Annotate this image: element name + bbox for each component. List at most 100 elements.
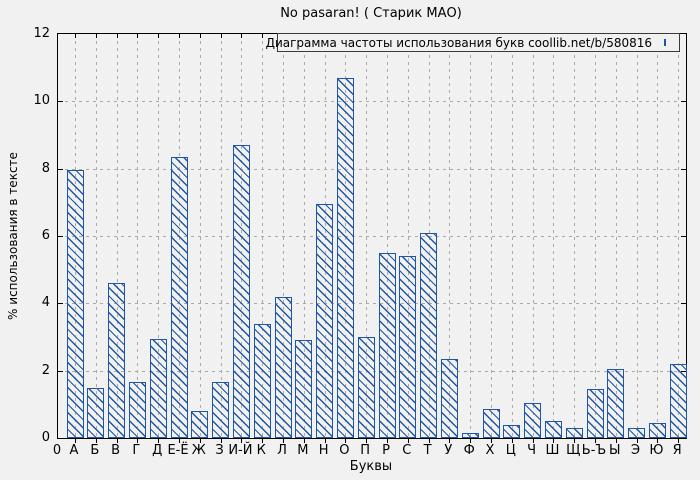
- x-tick-mark-bottom: [387, 439, 388, 443]
- plot-area: [57, 33, 687, 443]
- x-tick-mark-top: [179, 34, 180, 38]
- x-tick-label: Ч: [527, 443, 537, 458]
- bar-В: [108, 283, 126, 438]
- x-tick-mark-bottom: [116, 439, 118, 443]
- bar-Ж: [191, 411, 209, 438]
- v-gridline: [615, 34, 617, 438]
- bar-Р: [378, 252, 396, 438]
- x-tick-mark-bottom: [678, 439, 680, 443]
- y-tick-label: 6: [41, 228, 50, 243]
- bar-Ц: [503, 424, 521, 438]
- x-tick-label: Т: [423, 443, 432, 458]
- x-tick-mark-bottom: [491, 439, 492, 443]
- x-tick-mark-bottom: [179, 439, 180, 443]
- x-tick-mark-bottom: [366, 439, 368, 443]
- x-axis-title: Буквы: [349, 459, 393, 474]
- x-tick-label: С: [402, 443, 412, 458]
- x-tick-mark-bottom: [511, 439, 513, 443]
- y-tick-label: 4: [41, 295, 50, 311]
- x-tick-mark-bottom: [657, 439, 659, 443]
- x-tick-label: Б: [90, 443, 100, 458]
- bar-У: [440, 358, 458, 438]
- x-origin-label: 0: [52, 443, 62, 458]
- bar-Ь-Ъ: [586, 389, 604, 438]
- x-tick-label: Ш: [545, 443, 560, 458]
- v-gridline: [470, 34, 472, 438]
- x-tick-label: М: [297, 443, 309, 458]
- bar-Я: [669, 363, 687, 438]
- v-gridline: [262, 34, 264, 438]
- x-tick-mark-bottom: [574, 439, 576, 443]
- x-tick-mark-bottom: [75, 439, 76, 443]
- v-gridline: [491, 34, 492, 438]
- bar-Е-Ё: [170, 156, 188, 438]
- legend-hatched-bar-swatch: [664, 39, 666, 46]
- x-tick-label: У: [444, 443, 453, 458]
- x-tick-label: К: [256, 443, 266, 458]
- x-tick-label: Ц: [505, 443, 516, 458]
- y-tick-mark-right: [681, 236, 686, 237]
- bar-К: [253, 323, 271, 438]
- y-tick-mark-right: [681, 303, 686, 305]
- x-tick-mark-top: [262, 34, 264, 38]
- x-tick-label: Ю: [649, 443, 664, 458]
- x-tick-mark-bottom: [262, 439, 264, 443]
- v-gridline: [449, 34, 451, 438]
- x-tick-label: И-Й: [228, 443, 253, 458]
- y-tick-mark-left: [58, 370, 63, 372]
- v-gridline: [553, 34, 555, 438]
- legend-box: Диаграмма частоты использования букв coo…: [266, 33, 680, 52]
- x-tick-label: Д: [152, 443, 163, 458]
- v-gridline: [636, 34, 638, 438]
- bar-А: [66, 170, 84, 438]
- x-tick-label: Я: [672, 443, 682, 458]
- bar-Г: [128, 382, 146, 438]
- x-tick-mark-bottom: [303, 439, 305, 443]
- y-tick-label: 2: [41, 362, 50, 378]
- x-tick-mark-top: [95, 34, 97, 38]
- v-gridline: [532, 34, 534, 438]
- v-gridline: [657, 34, 659, 438]
- x-tick-mark-top: [137, 34, 139, 38]
- v-gridline: [137, 34, 139, 438]
- h-gridline: [58, 168, 686, 170]
- v-gridline: [116, 34, 118, 438]
- x-tick-mark-bottom: [636, 439, 638, 443]
- x-tick-label: Р: [382, 443, 390, 458]
- bar-Д: [149, 338, 167, 438]
- v-gridline: [95, 34, 97, 438]
- x-tick-label: Л: [277, 443, 287, 458]
- x-tick-label: В: [111, 443, 121, 458]
- x-tick-label: О: [339, 443, 350, 458]
- x-tick-mark-bottom: [428, 439, 430, 443]
- bar-Т: [420, 232, 438, 438]
- x-tick-mark-top: [116, 34, 118, 38]
- x-tick-mark-bottom: [470, 439, 472, 443]
- bar-Ч: [524, 402, 542, 438]
- x-tick-mark-bottom: [220, 439, 222, 443]
- x-tick-label: Ф: [463, 443, 475, 458]
- x-tick-label: З: [215, 443, 224, 458]
- y-tick-mark-right: [681, 168, 686, 170]
- y-tick-mark-left: [58, 101, 63, 103]
- v-gridline: [158, 34, 160, 438]
- x-tick-label: Н: [318, 443, 329, 458]
- bar-Ы: [607, 368, 625, 438]
- x-tick-mark-top: [220, 34, 222, 38]
- x-tick-label: Г: [132, 443, 141, 458]
- h-gridline: [58, 303, 686, 305]
- x-tick-mark-bottom: [158, 439, 160, 443]
- y-tick-mark-left: [58, 168, 63, 170]
- x-tick-label: Е-Ё: [167, 443, 189, 458]
- bar-М: [295, 340, 313, 438]
- y-tick-label: 10: [33, 93, 50, 109]
- y-tick-mark-left: [58, 303, 63, 305]
- x-tick-label: Ж: [191, 443, 206, 458]
- bar-Б: [87, 387, 105, 438]
- v-gridline: [199, 34, 201, 438]
- x-tick-mark-bottom: [95, 439, 97, 443]
- bar-Ф: [461, 432, 479, 438]
- x-tick-mark-bottom: [615, 439, 617, 443]
- x-tick-mark-bottom: [137, 439, 139, 443]
